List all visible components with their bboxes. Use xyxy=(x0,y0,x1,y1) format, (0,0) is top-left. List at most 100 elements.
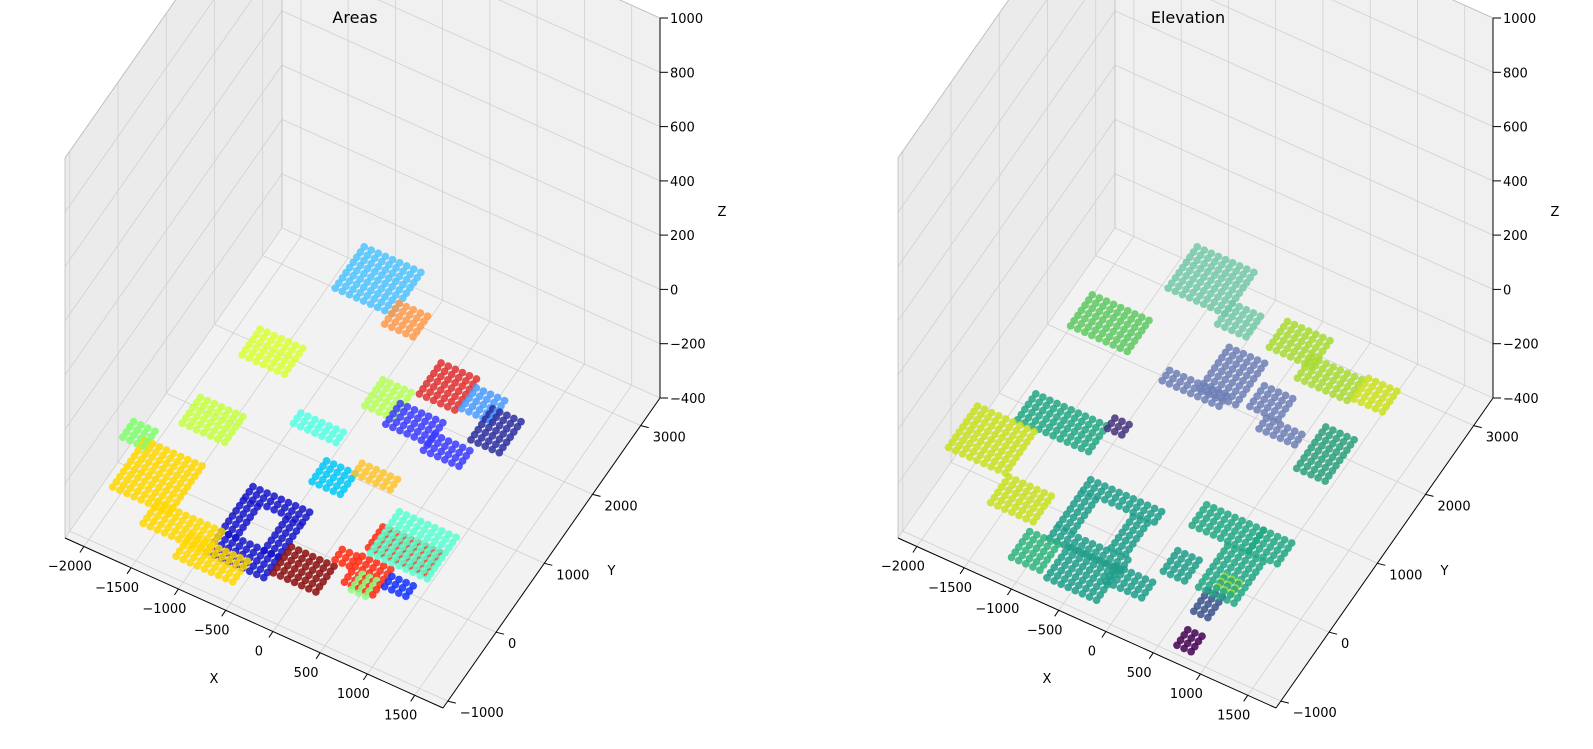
scatter-point-series-6 xyxy=(1224,397,1233,406)
scatter-point-series-0 xyxy=(221,574,230,583)
gridline-z-left xyxy=(897,119,1116,430)
scatter-point-series-11 xyxy=(304,584,313,593)
scatter-point-series-0 xyxy=(951,446,960,455)
scatter-point-series-0 xyxy=(214,571,223,580)
scatter-point-series-0 xyxy=(139,519,148,528)
scatter-point-series-17 xyxy=(373,552,382,561)
y-tick-label: −1000 xyxy=(460,706,504,721)
scatter-point-series-1 xyxy=(118,433,127,442)
scatter-point-series-4 xyxy=(359,297,368,305)
scatter-point-series-17 xyxy=(401,565,410,573)
z-tick-label: −200 xyxy=(1503,338,1539,353)
scatter-point-series-0 xyxy=(200,565,209,573)
scatter-point-series-0 xyxy=(130,492,138,501)
scatter-point-series-5 xyxy=(1206,303,1215,312)
scatter-point-series-2 xyxy=(1137,593,1146,602)
scatter-point-series-6 xyxy=(1269,431,1278,440)
floor-pane xyxy=(65,228,660,708)
x-tick-mark xyxy=(959,567,965,575)
scatter-point-series-9 xyxy=(1307,470,1315,479)
scatter-point-series-14 xyxy=(381,420,390,429)
scatter-point-series-17 xyxy=(380,555,389,564)
scatter-point-series-3 xyxy=(1042,428,1050,437)
scatter-point-series-2 xyxy=(1109,581,1118,589)
scatter-point-series-3 xyxy=(1230,599,1238,607)
x-tick-mark xyxy=(315,652,321,660)
scatter-point-series-3 xyxy=(1223,596,1231,604)
scatter-point-series-6 xyxy=(1172,383,1181,391)
scatter-point-series-1 xyxy=(1029,563,1037,571)
gridline-x-floor xyxy=(319,342,538,654)
scatter-point-series-0 xyxy=(993,501,1002,510)
scatter-point-series-7 xyxy=(1343,396,1351,405)
scatter-point-series-10 xyxy=(252,570,261,579)
gridline-y-floor xyxy=(262,255,641,426)
scatter-point-series-4 xyxy=(1066,321,1075,330)
scatter-point-series-0 xyxy=(994,465,1002,474)
scatter-point-series-2 xyxy=(1064,583,1073,592)
scatter-point-series-4 xyxy=(380,306,389,315)
gridline-z-back xyxy=(498,0,661,73)
scatter-point-series-0 xyxy=(153,525,162,534)
scatter-point-series-7 xyxy=(296,422,305,431)
y-tick-mark xyxy=(1425,493,1434,497)
gridline-x-floor xyxy=(916,236,1135,547)
scatter-point-series-17 xyxy=(366,549,375,558)
scatter-point-series-5 xyxy=(387,323,396,332)
scatter-point-series-4 xyxy=(1116,344,1125,353)
scatter-point-series-7 xyxy=(1286,352,1295,361)
y-tick-label: 3000 xyxy=(653,431,686,446)
x-tick-label: 500 xyxy=(1127,666,1152,681)
gridline-x-floor xyxy=(367,363,585,675)
z-tick-label: 200 xyxy=(1503,229,1528,244)
scatter-point-series-11 xyxy=(1187,647,1195,656)
scatter-point-series-18 xyxy=(347,585,356,594)
gridline-y-floor xyxy=(902,530,1281,702)
scatter-point-series-11 xyxy=(297,581,306,590)
z-tick-label: 400 xyxy=(1503,175,1528,190)
scatter-point-series-2 xyxy=(1116,584,1125,593)
scatter-point-series-0 xyxy=(167,532,176,540)
scatter-point-series-4 xyxy=(1109,341,1118,349)
x-tick-label: −500 xyxy=(194,623,230,638)
scatter-point-series-18 xyxy=(361,592,370,601)
gridline-z-back xyxy=(1114,227,1494,399)
scatter-point-series-3 xyxy=(1202,527,1211,536)
y-tick-mark xyxy=(592,493,601,497)
scatter-point-series-11 xyxy=(1180,644,1188,653)
y-tick-mark xyxy=(1280,700,1289,704)
scatter-point-series-3 xyxy=(1056,434,1065,443)
x-tick-label: 1000 xyxy=(1170,687,1203,702)
gridline-z-back xyxy=(1114,119,1494,290)
scatter-point-series-1 xyxy=(125,436,134,445)
x-tick-mark xyxy=(221,610,227,617)
z-tick-label: 0 xyxy=(670,283,678,298)
scatter-point-series-3 xyxy=(1266,556,1275,565)
x-tick-label: 1500 xyxy=(1217,708,1250,723)
scatter-point-series-3 xyxy=(273,367,282,375)
scatter-point-series-2 xyxy=(1078,589,1087,598)
scatter-point-series-14 xyxy=(433,452,442,461)
x-tick-mark xyxy=(1243,695,1249,702)
scatter-point-series-8 xyxy=(315,480,323,489)
scatter-point-series-6 xyxy=(1276,434,1285,443)
scatter-point-series-2 xyxy=(206,432,215,440)
scatter-point-series-2 xyxy=(185,422,194,431)
scatter-point-series-6 xyxy=(1290,440,1299,449)
z-tick-label: −400 xyxy=(670,392,706,407)
scatter-point-series-2 xyxy=(1123,587,1132,596)
x-tick-mark xyxy=(1148,652,1154,660)
scatter-point-series-2 xyxy=(1115,502,1123,510)
scatter-point-series-4 xyxy=(331,284,340,293)
z-tick-label: 1000 xyxy=(1503,12,1536,27)
scatter-point-series-9 xyxy=(365,476,373,484)
scatter-point-series-3 xyxy=(1070,441,1079,450)
scatter-point-series-3 xyxy=(1188,521,1197,530)
scatter-point-series-3 xyxy=(1195,524,1204,533)
scatter-point-series-3 xyxy=(1216,592,1224,601)
gridline-z-left xyxy=(897,227,1116,539)
scatter-point-series-17 xyxy=(387,558,396,567)
gridline-z-left xyxy=(897,173,1116,484)
scatter-point-series-5 xyxy=(1171,287,1180,296)
